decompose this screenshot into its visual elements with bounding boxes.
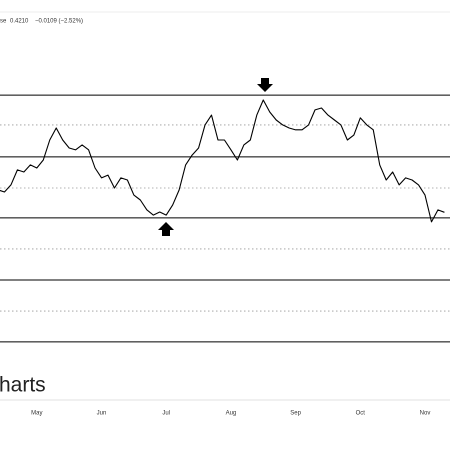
header-label: se [0,19,7,25]
x-tick-label: May [31,411,42,417]
header-price: 0.4210 [10,19,29,25]
x-tick-label: Jul [162,411,170,417]
up-arrow [158,222,174,236]
x-tick-label: Nov [420,411,431,417]
x-tick-label: Aug [226,411,237,417]
x-tick-label: Oct [356,411,366,417]
down-arrow [257,78,273,92]
price-line [0,99,445,223]
x-tick-label: Jun [97,411,107,417]
watermark: harts [0,374,46,397]
x-tick-label: Sep [290,411,301,417]
header-change: −0.0109 (−2.52%) [35,19,83,25]
